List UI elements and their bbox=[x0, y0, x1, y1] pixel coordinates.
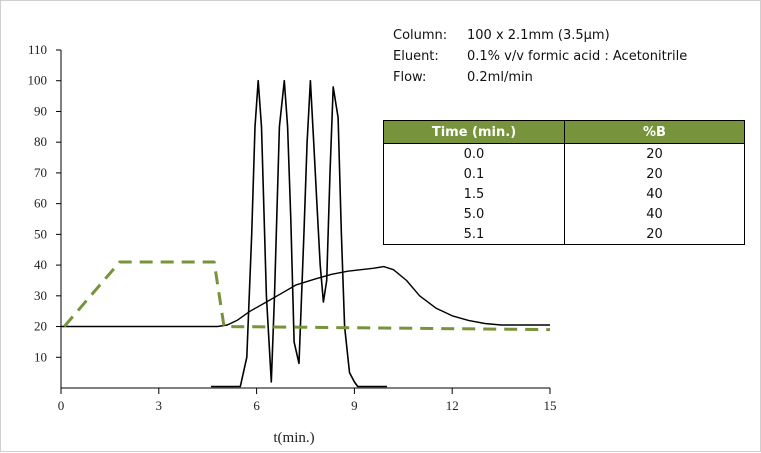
condition-column: Column: 100 x 2.1mm (3.5µm) bbox=[393, 25, 687, 46]
solvent-profile-line bbox=[61, 265, 550, 328]
y-tick-label: 70 bbox=[34, 165, 47, 180]
cell-percent-b: 20 bbox=[564, 224, 745, 245]
condition-label: Eluent: bbox=[393, 49, 439, 64]
x-tick-label: 15 bbox=[544, 398, 557, 413]
cell-time: 5.1 bbox=[383, 224, 565, 245]
y-tick-label: 110 bbox=[28, 42, 47, 57]
method-conditions: Column: 100 x 2.1mm (3.5µm) Eluent: 0.1%… bbox=[393, 25, 687, 88]
condition-flow: Flow: 0.2ml/min bbox=[393, 67, 687, 88]
cell-percent-b: 40 bbox=[564, 204, 745, 224]
y-tick-label: 40 bbox=[34, 257, 47, 272]
header-percent-b: %B bbox=[564, 120, 745, 144]
x-tick-label: 12 bbox=[446, 398, 459, 413]
cell-percent-b: 20 bbox=[564, 143, 745, 164]
y-tick-label: 30 bbox=[34, 288, 47, 303]
y-tick-label: 20 bbox=[34, 319, 47, 334]
condition-value: 100 x 2.1mm (3.5µm) bbox=[467, 28, 610, 43]
x-tick-label: 9 bbox=[351, 398, 358, 413]
cell-time: 0.0 bbox=[383, 143, 565, 164]
gradient-program-line bbox=[63, 260, 551, 332]
condition-eluent: Eluent: 0.1% v/v formic acid : Acetonitr… bbox=[393, 46, 687, 67]
cell-percent-b: 20 bbox=[564, 164, 745, 184]
x-tick-label: 6 bbox=[253, 398, 260, 413]
table-row: 0.0 20 bbox=[383, 143, 745, 164]
y-tick-label: 60 bbox=[34, 196, 47, 211]
y-tick-label: 100 bbox=[28, 73, 48, 88]
gradient-table: Time (min.) %B 0.0 20 0.1 20 1.5 40 5.0 … bbox=[383, 120, 745, 245]
table-header-row: Time (min.) %B bbox=[383, 120, 745, 144]
table-row: 0.1 20 bbox=[383, 164, 745, 184]
series-group bbox=[61, 79, 551, 388]
condition-value: 0.2ml/min bbox=[467, 70, 533, 85]
x-axis-title: t(min.) bbox=[273, 430, 314, 446]
y-tick-label: 10 bbox=[34, 349, 47, 364]
header-time: Time (min.) bbox=[383, 120, 565, 144]
chromatogram-peaks-line bbox=[211, 79, 387, 388]
y-tick-label: 50 bbox=[34, 226, 47, 241]
cell-time: 5.0 bbox=[383, 204, 565, 224]
condition-label: Column: bbox=[393, 28, 448, 43]
cell-percent-b: 40 bbox=[564, 184, 745, 204]
axes: 0 3 6 9 12 15 10 20 30 40 50 60 70 80 90 100 110 bbox=[28, 42, 557, 413]
y-tick-label: 90 bbox=[34, 103, 47, 118]
x-tick-label: 0 bbox=[58, 398, 65, 413]
y-tick-label: 80 bbox=[34, 134, 47, 149]
condition-value: 0.1% v/v formic acid : Acetonitrile bbox=[467, 49, 688, 64]
cell-time: 1.5 bbox=[383, 184, 565, 204]
condition-label: Flow: bbox=[393, 70, 427, 85]
cell-time: 0.1 bbox=[383, 164, 565, 184]
table-row: 1.5 40 bbox=[383, 184, 745, 204]
table-row: 5.0 40 bbox=[383, 204, 745, 224]
table-row: 5.1 20 bbox=[383, 224, 745, 245]
x-tick-label: 3 bbox=[156, 398, 163, 413]
